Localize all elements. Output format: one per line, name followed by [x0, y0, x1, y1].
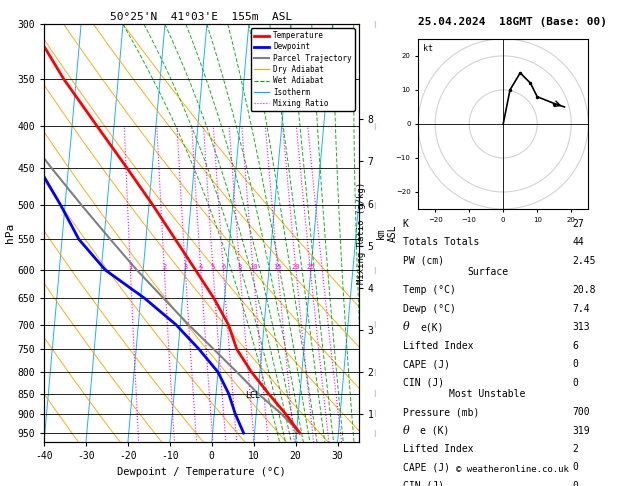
Text: CAPE (J): CAPE (J) — [403, 359, 450, 369]
Text: 4: 4 — [199, 264, 203, 270]
Text: 2: 2 — [572, 444, 578, 454]
Text: Dewp (°C): Dewp (°C) — [403, 304, 455, 313]
Text: LCL: LCL — [245, 391, 260, 400]
Text: θ: θ — [403, 426, 409, 435]
Text: 6: 6 — [221, 264, 225, 270]
X-axis label: Dewpoint / Temperature (°C): Dewpoint / Temperature (°C) — [117, 467, 286, 477]
Text: 5: 5 — [211, 264, 215, 270]
Text: Pressure (mb): Pressure (mb) — [403, 407, 479, 417]
Text: 0: 0 — [572, 378, 578, 387]
Text: |: | — [373, 390, 376, 397]
Text: 319: 319 — [572, 426, 590, 435]
Text: 2: 2 — [162, 264, 167, 270]
Text: θ: θ — [403, 322, 409, 332]
Text: 2.45: 2.45 — [572, 256, 596, 266]
Y-axis label: hPa: hPa — [4, 223, 14, 243]
Text: 15: 15 — [274, 264, 282, 270]
Text: 3: 3 — [183, 264, 187, 270]
Text: 0: 0 — [572, 463, 578, 472]
Text: 27: 27 — [572, 219, 584, 229]
Text: 313: 313 — [572, 322, 590, 332]
Text: 6: 6 — [572, 341, 578, 350]
Text: 700: 700 — [572, 407, 590, 417]
Title: 50°25'N  41°03'E  155m  ASL: 50°25'N 41°03'E 155m ASL — [110, 12, 292, 22]
Text: PW (cm): PW (cm) — [403, 256, 443, 266]
Text: Surface: Surface — [467, 267, 508, 277]
Text: 20.8: 20.8 — [572, 285, 596, 295]
Text: |: | — [373, 321, 376, 328]
Text: K: K — [403, 219, 408, 229]
Text: © weatheronline.co.uk: © weatheronline.co.uk — [456, 465, 569, 474]
Text: |: | — [373, 410, 376, 417]
Text: 25.04.2024  18GMT (Base: 00): 25.04.2024 18GMT (Base: 00) — [418, 17, 607, 27]
Legend: Temperature, Dewpoint, Parcel Trajectory, Dry Adiabat, Wet Adiabat, Isotherm, Mi: Temperature, Dewpoint, Parcel Trajectory… — [251, 28, 355, 111]
Text: e (K): e (K) — [420, 426, 450, 435]
Text: |: | — [373, 368, 376, 376]
Text: e(K): e(K) — [420, 322, 443, 332]
Text: 0: 0 — [572, 481, 578, 486]
Text: |: | — [373, 21, 376, 28]
Text: 0: 0 — [572, 359, 578, 369]
Text: Most Unstable: Most Unstable — [449, 389, 526, 399]
Text: Mixing Ratio (g/kg): Mixing Ratio (g/kg) — [357, 182, 366, 284]
Text: Temp (°C): Temp (°C) — [403, 285, 455, 295]
Text: 7.4: 7.4 — [572, 304, 590, 313]
Text: |: | — [373, 267, 376, 274]
Text: |: | — [373, 123, 376, 130]
Text: |: | — [373, 430, 376, 436]
Text: Lifted Index: Lifted Index — [403, 341, 473, 350]
Text: CAPE (J): CAPE (J) — [403, 463, 450, 472]
Text: CIN (J): CIN (J) — [403, 481, 443, 486]
Text: |: | — [373, 202, 376, 209]
Text: Totals Totals: Totals Totals — [403, 237, 479, 247]
Text: 1: 1 — [128, 264, 133, 270]
Text: Lifted Index: Lifted Index — [403, 444, 473, 454]
Y-axis label: km
ASL: km ASL — [376, 225, 398, 242]
Text: 8: 8 — [238, 264, 242, 270]
Text: 10: 10 — [249, 264, 257, 270]
Text: 25: 25 — [306, 264, 314, 270]
Text: 20: 20 — [292, 264, 300, 270]
Text: CIN (J): CIN (J) — [403, 378, 443, 387]
Text: 44: 44 — [572, 237, 584, 247]
Text: kt: kt — [423, 44, 433, 53]
